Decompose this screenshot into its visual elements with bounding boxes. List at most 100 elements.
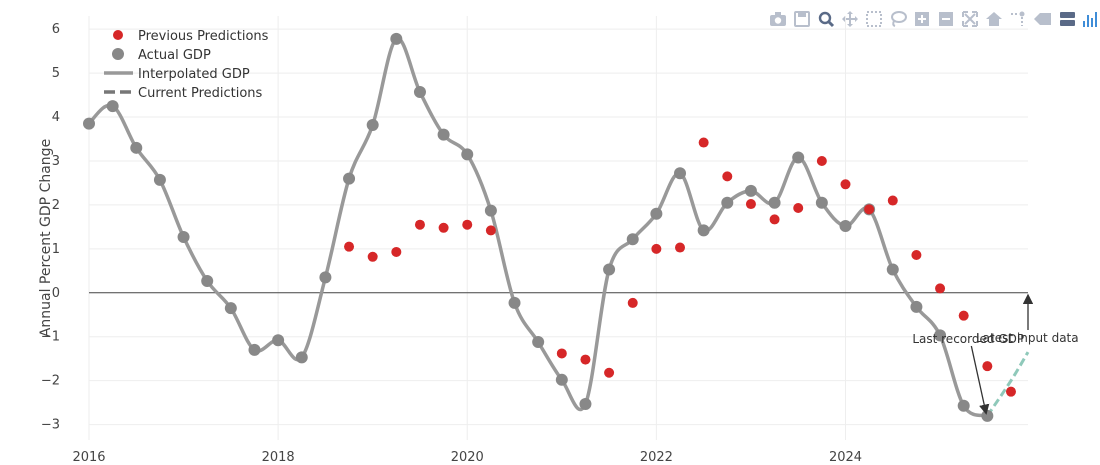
actual-gdp-point[interactable] — [603, 263, 616, 276]
actual-gdp-point[interactable] — [981, 409, 994, 422]
latest-input-annotation: Latest input data — [976, 331, 1079, 345]
previous-prediction-point[interactable] — [485, 225, 496, 236]
zoom-in-icon[interactable] — [912, 8, 932, 30]
x-tick-label: 2020 — [451, 450, 484, 465]
actual-gdp-point[interactable] — [272, 334, 285, 347]
previous-prediction-point[interactable] — [627, 297, 638, 308]
actual-gdp-point[interactable] — [130, 141, 143, 154]
previous-prediction-point[interactable] — [864, 204, 875, 215]
previous-prediction-point[interactable] — [651, 243, 662, 254]
actual-gdp-point[interactable] — [792, 151, 805, 164]
actual-gdp-point[interactable] — [910, 300, 923, 313]
previous-prediction-point[interactable] — [911, 250, 922, 261]
hover-closest-icon[interactable] — [1032, 8, 1052, 30]
previous-prediction-point[interactable] — [887, 195, 898, 206]
actual-gdp-point[interactable] — [177, 231, 190, 244]
previous-prediction-point[interactable] — [675, 242, 686, 253]
actual-gdp-point[interactable] — [248, 343, 261, 356]
previous-prediction-point[interactable] — [840, 179, 851, 190]
previous-prediction-point[interactable] — [958, 310, 969, 321]
previous-prediction-point[interactable] — [722, 171, 733, 182]
actual-gdp-point[interactable] — [83, 117, 95, 130]
previous-prediction-point[interactable] — [604, 367, 615, 378]
previous-prediction-point[interactable] — [580, 354, 591, 365]
y-tick-label: 1 — [52, 242, 60, 257]
autoscale-icon[interactable] — [960, 8, 980, 30]
x-tick-label: 2022 — [640, 450, 673, 465]
legend-label: Previous Predictions — [138, 29, 269, 44]
actual-gdp-point[interactable] — [153, 173, 166, 186]
pan-icon[interactable] — [840, 8, 860, 30]
last-recorded-arrow — [970, 345, 990, 415]
previous-prediction-point[interactable] — [793, 203, 804, 214]
legend-swatch-actual — [112, 48, 124, 60]
current-predictions-line — [986, 351, 1030, 417]
actual-gdp-point[interactable] — [224, 302, 237, 315]
y-tick-label: 5 — [52, 66, 60, 81]
actual-gdp-point[interactable] — [626, 233, 639, 246]
actual-gdp-point[interactable] — [106, 100, 119, 113]
x-tick-label: 2024 — [829, 450, 862, 465]
previous-prediction-point[interactable] — [1005, 386, 1016, 397]
actual-gdp-point[interactable] — [744, 184, 757, 197]
legend-swatch-previous — [113, 30, 123, 40]
previous-prediction-point[interactable] — [367, 251, 378, 262]
last-recorded-annotation: Last recorded GDP — [912, 332, 1024, 346]
actual-gdp-point[interactable] — [650, 207, 663, 220]
actual-gdp-point[interactable] — [934, 329, 947, 342]
legend-label: Interpolated GDP — [138, 67, 250, 82]
actual-gdp-point[interactable] — [413, 86, 426, 99]
zoom-icon[interactable] — [816, 8, 836, 30]
previous-prediction-point[interactable] — [745, 199, 756, 210]
actual-gdp-point[interactable] — [532, 336, 545, 349]
previous-prediction-point[interactable] — [816, 155, 827, 166]
actual-gdp-point[interactable] — [674, 167, 687, 180]
actual-gdp-point[interactable] — [390, 32, 403, 45]
previous-prediction-point[interactable] — [462, 219, 473, 230]
reset-axes-icon[interactable] — [984, 8, 1004, 30]
actual-gdp-point[interactable] — [201, 274, 214, 287]
actual-gdp-point[interactable] — [886, 263, 899, 276]
legend-label: Current Predictions — [138, 86, 263, 101]
actual-gdp-point[interactable] — [343, 172, 356, 185]
y-tick-label: −1 — [41, 330, 60, 345]
actual-gdp-point[interactable] — [555, 373, 568, 386]
previous-prediction-point[interactable] — [556, 348, 567, 359]
spike-lines-icon[interactable] — [1008, 8, 1028, 30]
actual-gdp-point[interactable] — [697, 224, 710, 237]
actual-gdp-point[interactable] — [437, 128, 450, 141]
previous-prediction-point[interactable] — [391, 246, 402, 257]
actual-gdp-point[interactable] — [839, 220, 852, 233]
lasso-icon[interactable] — [888, 8, 908, 30]
actual-gdp-point[interactable] — [815, 196, 828, 209]
actual-gdp-point[interactable] — [721, 196, 734, 209]
actual-gdp-point[interactable] — [579, 397, 592, 410]
previous-prediction-point[interactable] — [935, 283, 946, 294]
actual-gdp-point[interactable] — [508, 296, 521, 309]
previous-prediction-point[interactable] — [438, 222, 449, 233]
previous-prediction-point[interactable] — [344, 241, 355, 252]
previous-prediction-point[interactable] — [982, 361, 993, 372]
actual-gdp-point[interactable] — [957, 399, 970, 412]
y-tick-label: −2 — [41, 374, 60, 389]
previous-prediction-point[interactable] — [414, 219, 425, 230]
zoom-out-icon[interactable] — [936, 8, 956, 30]
actual-gdp-point[interactable] — [461, 148, 474, 161]
actual-gdp-point[interactable] — [484, 204, 497, 217]
previous-prediction-point[interactable] — [698, 137, 709, 148]
actual-gdp-point[interactable] — [366, 118, 379, 131]
y-tick-label: 3 — [52, 154, 60, 169]
save-icon[interactable] — [792, 8, 812, 30]
camera-icon[interactable] — [768, 8, 788, 30]
actual-gdp-point[interactable] — [295, 351, 308, 364]
plot-modebar — [768, 8, 1100, 30]
plotly-logo-icon — [1080, 8, 1100, 30]
legend: Previous Predictions Actual GDP Interpolat… — [104, 29, 269, 101]
box-select-icon[interactable] — [864, 8, 884, 30]
actual-gdp-point[interactable] — [768, 196, 781, 209]
x-tick-label: 2016 — [72, 450, 105, 465]
previous-prediction-point[interactable] — [769, 214, 780, 225]
hover-compare-icon[interactable] — [1056, 8, 1076, 30]
actual-gdp-point[interactable] — [319, 271, 332, 284]
